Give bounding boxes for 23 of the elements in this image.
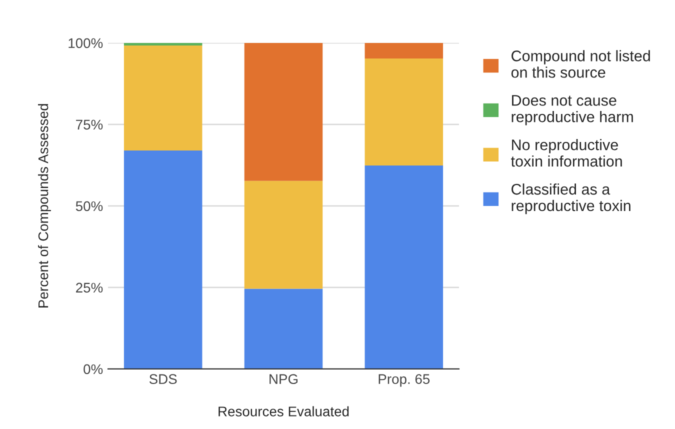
bar [124,42,202,46]
legend-label: No reproductive toxin information [511,139,622,167]
bar [364,58,444,166]
bar [124,150,202,369]
bar [244,288,323,369]
legend-label: Does not cause reproductive harm [512,95,633,126]
y-tick-label: 75% [76,120,103,130]
x-tick-label: Prop. 65 [378,374,430,387]
legend-label: Classified as a reproductive toxin [512,183,630,214]
bar [364,165,444,369]
y-tick-label: 0% [84,364,103,374]
bar [244,180,323,289]
x-tick-label: SDS [149,374,177,384]
y-tick-label: 25% [76,282,103,293]
bar [364,42,444,59]
legend-label: Compound not listed on this source [511,50,650,78]
bar [244,42,323,181]
y-tick-label: 50% [76,201,103,212]
y-tick-label: 100% [68,38,103,48]
x-axis-title: Resources Evaluated [218,406,349,416]
bar [124,46,202,150]
x-tick-label: NPG [270,374,298,384]
y-axis-title: Percent of Compounds Assessed [38,104,51,308]
